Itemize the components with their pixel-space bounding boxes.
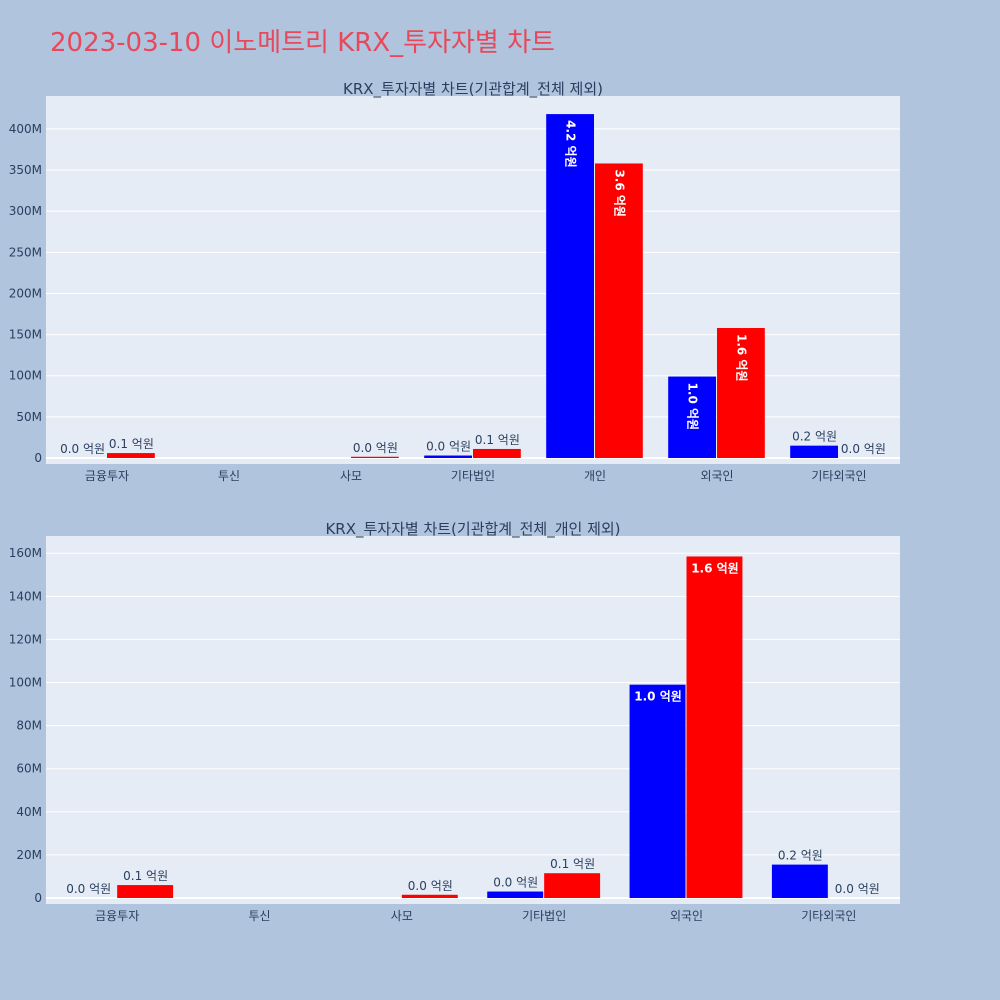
data-label: 0.0 억원 bbox=[353, 441, 398, 455]
bar bbox=[771, 864, 828, 898]
y-tick-label: 100M bbox=[9, 676, 42, 690]
bar bbox=[473, 448, 521, 458]
y-tick-label: 100M bbox=[9, 369, 42, 383]
x-tick-label: 금융투자 bbox=[95, 909, 139, 923]
x-tick-label: 기타외국인 bbox=[811, 469, 866, 483]
data-label: 0.0 억원 bbox=[835, 882, 880, 896]
data-label: 4.2 억원 bbox=[564, 120, 578, 168]
y-tick-label: 40M bbox=[16, 805, 42, 819]
x-tick-label: 기타법인 bbox=[522, 909, 566, 923]
data-label: 0.2 억원 bbox=[792, 430, 837, 444]
y-tick-label: 0 bbox=[34, 451, 42, 465]
bar bbox=[717, 328, 765, 458]
top-bar-chart: KRX_투자자별 차트(기관합계_전체 제외) 0 50M 100M 150M 200M 2… bbox=[9, 80, 900, 483]
data-label: 0.2 억원 bbox=[778, 849, 823, 863]
x-tick-label: 투신 bbox=[218, 469, 240, 483]
x-tick-label: 사모 bbox=[340, 469, 362, 483]
data-label: 1.0 억원 bbox=[634, 690, 682, 704]
x-tick-label: 개인 bbox=[584, 469, 606, 483]
bar bbox=[117, 885, 174, 898]
data-label: 0.0 억원 bbox=[841, 442, 886, 456]
bar bbox=[401, 894, 458, 898]
bar bbox=[351, 456, 399, 458]
y-tick-label: 200M bbox=[9, 286, 42, 300]
x-tick-label: 외국인 bbox=[670, 909, 703, 923]
data-label: 0.0 억원 bbox=[426, 440, 471, 454]
data-label: 0.1 억원 bbox=[123, 869, 168, 883]
y-tick-label: 120M bbox=[9, 632, 42, 646]
bar bbox=[668, 376, 716, 458]
y-tick-label: 350M bbox=[9, 163, 42, 177]
data-label: 0.1 억원 bbox=[475, 433, 520, 447]
bar bbox=[629, 684, 686, 898]
plot-area bbox=[46, 96, 900, 464]
bar bbox=[595, 163, 643, 459]
y-tick-label: 400M bbox=[9, 122, 42, 136]
bar bbox=[544, 873, 601, 898]
bottom-bar-chart: KRX_투자자별 차트(기관합계_전체_개인 제외) 0 20M 40M 60M 80M 1… bbox=[9, 520, 900, 923]
y-tick-label: 0 bbox=[34, 891, 42, 905]
x-tick-label: 외국인 bbox=[700, 469, 733, 483]
y-tick-label: 80M bbox=[16, 719, 42, 733]
x-tick-label: 투신 bbox=[248, 909, 270, 923]
x-tick-label: 금융투자 bbox=[85, 469, 129, 483]
bar bbox=[107, 453, 155, 458]
y-tick-label: 60M bbox=[16, 762, 42, 776]
plot-area bbox=[46, 536, 900, 904]
bar bbox=[790, 445, 838, 458]
y-tick-label: 20M bbox=[16, 848, 42, 862]
y-tick-label: 150M bbox=[9, 328, 42, 342]
data-label: 0.0 억원 bbox=[66, 882, 111, 896]
data-label: 0.0 억원 bbox=[408, 879, 453, 893]
x-tick-label: 사모 bbox=[391, 909, 413, 923]
page-title: 2023-03-10 이노메트리 KRX_투자자별 차트 bbox=[50, 28, 555, 58]
bar bbox=[546, 114, 594, 458]
bar bbox=[686, 556, 743, 898]
data-label: 0.0 억원 bbox=[60, 442, 105, 456]
data-label: 3.6 억원 bbox=[612, 169, 626, 217]
data-label: 0.0 억원 bbox=[493, 876, 538, 890]
y-tick-label: 160M bbox=[9, 546, 42, 560]
y-tick-label: 250M bbox=[9, 245, 42, 259]
x-tick-label: 기타법인 bbox=[451, 469, 495, 483]
data-label: 0.1 억원 bbox=[550, 857, 595, 871]
data-label: 0.1 억원 bbox=[109, 437, 154, 451]
y-tick-label: 140M bbox=[9, 589, 42, 603]
data-label: 1.0 억원 bbox=[686, 383, 700, 431]
y-tick-label: 300M bbox=[9, 204, 42, 218]
x-tick-label: 기타외국인 bbox=[801, 909, 856, 923]
y-tick-label: 50M bbox=[16, 410, 42, 424]
data-label: 1.6 억원 bbox=[734, 334, 748, 382]
data-label: 1.6 억원 bbox=[691, 561, 739, 575]
bar bbox=[487, 891, 544, 898]
chart-title: KRX_투자자별 차트(기관합계_전체_개인 제외) bbox=[325, 520, 620, 539]
chart-title: KRX_투자자별 차트(기관합계_전체 제외) bbox=[343, 80, 603, 99]
bar bbox=[424, 455, 472, 458]
